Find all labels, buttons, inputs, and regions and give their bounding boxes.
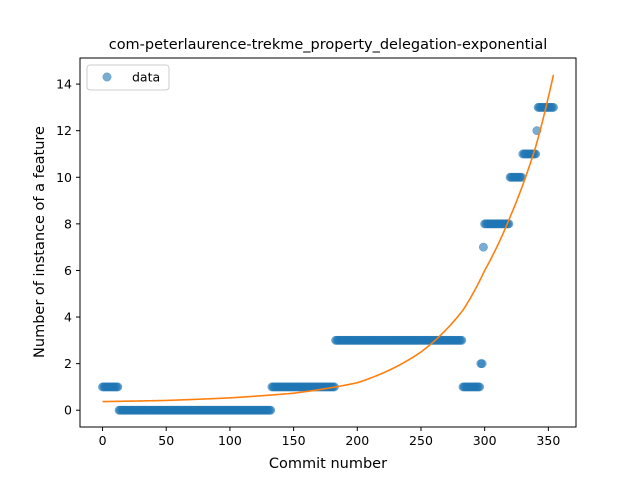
data-point xyxy=(457,335,467,345)
data-point xyxy=(475,382,485,392)
plot-area: 0 50 100 150 200 250 300 350 0 2 4 6 8 10 12 14 data xyxy=(56,57,577,448)
x-tick-label: 200 xyxy=(345,433,369,448)
x-tick-label: 100 xyxy=(218,433,242,448)
x-tick-label: 250 xyxy=(409,433,433,448)
data-point xyxy=(549,102,558,112)
data-point xyxy=(477,359,487,369)
legend-box xyxy=(86,64,170,91)
legend-marker xyxy=(102,72,112,82)
x-tick-label: 150 xyxy=(282,433,306,448)
y-tick-label: 10 xyxy=(56,170,72,185)
y-tick-label: 2 xyxy=(64,356,72,371)
x-tick-label: 50 xyxy=(158,433,174,448)
y-tick-label: 0 xyxy=(64,403,72,418)
x-tick-label: 350 xyxy=(536,433,560,448)
x-tick-label: 300 xyxy=(473,433,497,448)
x-tick-label: 0 xyxy=(99,433,107,448)
x-axis-label: Commit number xyxy=(269,456,387,472)
y-tick-label: 6 xyxy=(64,263,72,278)
chart-title: com-peterlaurence-trekme_property_delega… xyxy=(109,37,548,53)
y-axis-label: Number of instance of a feature xyxy=(32,126,48,358)
y-tick-label: 12 xyxy=(56,123,72,138)
fit-curve-line xyxy=(102,74,555,403)
data-point xyxy=(266,405,276,415)
y-tick-label: 14 xyxy=(56,77,72,92)
data-point xyxy=(113,382,123,392)
y-tick-label: 4 xyxy=(64,310,72,325)
legend-label: data xyxy=(132,70,160,85)
y-tick-label: 8 xyxy=(64,216,72,231)
axes-frame xyxy=(79,57,577,428)
data-point xyxy=(478,242,488,252)
